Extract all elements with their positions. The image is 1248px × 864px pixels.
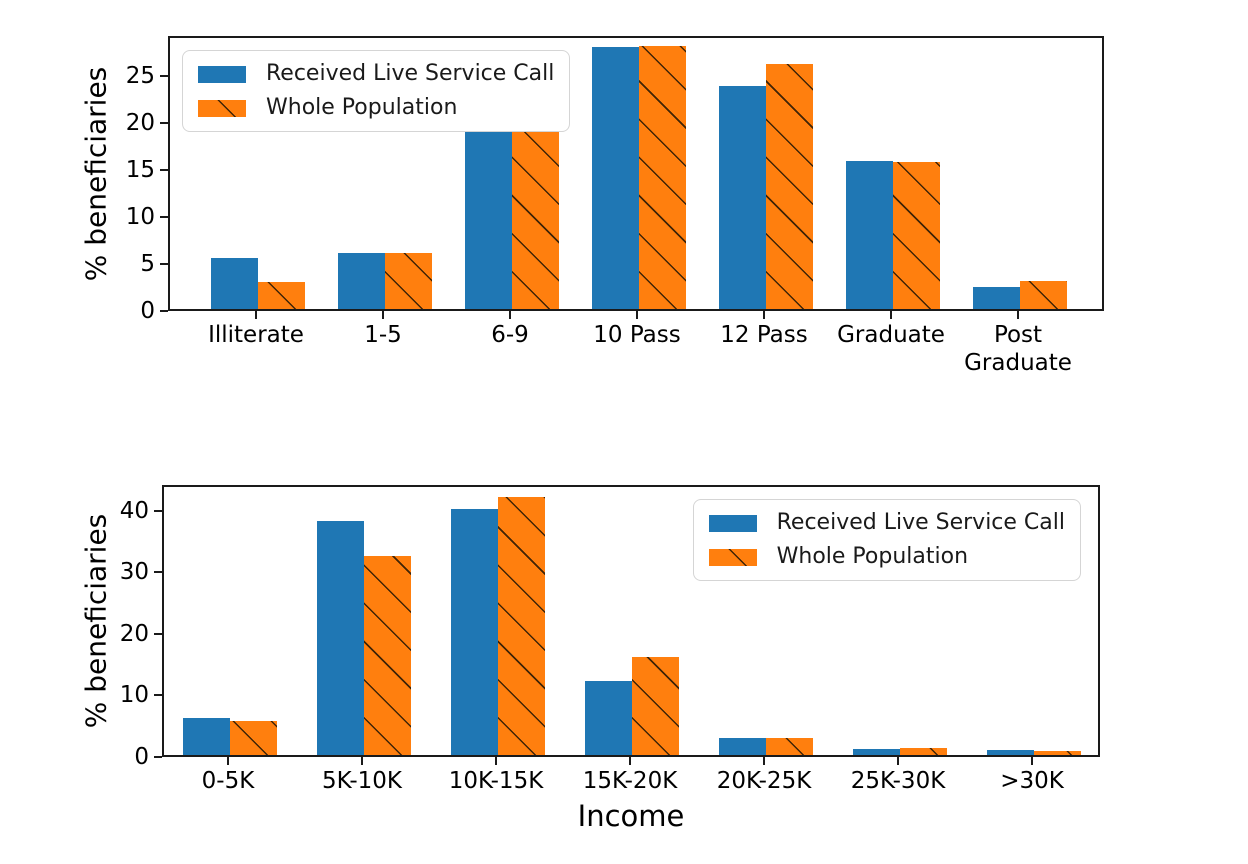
y-tick-label: 0 [134,744,149,770]
bar-rlsc-5 [853,748,900,755]
bar-wp-1 [385,252,432,309]
y-tick-label: 40 [119,497,149,524]
x-tick-label: 20K-25K [716,768,812,794]
legend: Received Live Service Call Whole Populati… [182,50,571,132]
x-tick-mark [890,311,892,319]
plot-area: Received Live Service Call Whole Populati… [168,36,1104,311]
bar-wp-3 [632,656,679,755]
x-tick-mark [763,311,765,319]
y-tick-mark [160,216,168,219]
bar-wp-1 [364,555,411,755]
y-tick-label: 0 [140,298,155,324]
legend: Received Live Service Call Whole Populati… [692,499,1081,581]
bar-rlsc-5 [846,160,893,309]
rlsc-legend-swatch [708,514,757,532]
bar-wp-3 [639,46,686,309]
x-axis-label: Income [577,799,685,833]
x-tick-mark [636,311,638,319]
bar-rlsc-1 [317,521,364,755]
bar-wp-4 [766,737,813,755]
y-tick-label: 20 [125,110,155,137]
y-tick-mark [160,263,168,266]
x-tick-label: Graduate [837,322,945,348]
y-tick-mark [160,75,168,78]
x-tick-mark [495,757,497,765]
x-tick-label: Illiterate [208,322,304,348]
x-tick-label: 25K-30K [850,768,946,794]
legend-item: Received Live Service Call [708,509,1065,537]
x-tick-mark [1017,311,1019,319]
legend-item: Received Live Service Call [198,60,554,88]
wp-legend-swatch [198,99,246,117]
x-tick-label: 10K-15K [448,768,544,794]
legend-label: Whole Population [776,544,969,569]
x-tick-mark [763,757,765,765]
bar-rlsc-4 [719,737,766,755]
bar-rlsc-1 [338,252,385,309]
y-tick-label: 5 [140,251,155,278]
x-tick-label: 15K-20K [582,768,678,794]
x-tick-label: 12 Pass [720,322,808,348]
x-tick-mark [629,757,631,765]
x-tick-label: 0-5K [201,768,255,794]
x-tick-label: 1-5 [364,322,402,348]
y-tick-label: 25 [125,63,155,90]
legend-label: Whole Population [266,95,458,120]
x-tick-label: 10 Pass [593,322,681,348]
x-tick-label: 6-9 [491,322,529,348]
x-tick-label: >30K [1000,768,1064,794]
bar-wp-6 [1020,280,1067,309]
x-tick-label: Post Graduate [964,322,1072,377]
x-tick-mark [361,757,363,765]
bar-wp-4 [766,64,813,309]
y-tick-mark [160,122,168,125]
wp-legend-swatch [708,548,757,566]
bar-wp-2 [512,131,559,309]
x-tick-mark [255,311,257,319]
y-tick-label: 10 [125,204,155,231]
legend-item: Whole Population [198,94,554,122]
plot-area: Received Live Service Call Whole Populati… [162,485,1100,757]
bar-wp-2 [498,496,545,755]
y-tick-label: 10 [119,682,149,709]
bar-wp-5 [900,747,947,755]
y-tick-label: 15 [125,157,155,184]
y-tick-label: 20 [119,620,149,647]
rlsc-legend-swatch [198,65,246,83]
x-tick-label: 5K-10K [322,768,402,794]
bar-rlsc-3 [585,681,632,755]
bar-wp-0 [230,720,277,755]
legend-item: Whole Population [708,543,1065,571]
bar-rlsc-3 [592,47,639,309]
legend-label: Received Live Service Call [266,61,555,86]
y-tick-label: 30 [119,559,149,586]
y-tick-mark [154,509,162,512]
x-tick-mark [509,311,511,319]
y-tick-mark [154,571,162,574]
bar-rlsc-0 [183,718,230,755]
y-tick-mark [160,169,168,172]
y-tick-mark [160,310,168,312]
bar-wp-0 [258,281,305,309]
y-tick-mark [154,632,162,635]
bar-wp-5 [893,161,940,309]
y-tick-mark [154,756,162,758]
bar-rlsc-2 [451,508,498,755]
x-tick-mark [227,757,229,765]
y-tick-mark [154,694,162,697]
x-tick-mark [382,311,384,319]
x-tick-mark [897,757,899,765]
bar-rlsc-6 [987,750,1034,755]
bar-rlsc-6 [973,286,1020,309]
bar-rlsc-4 [719,85,766,309]
legend-label: Received Live Service Call [776,510,1065,535]
bar-rlsc-2 [465,130,512,309]
bar-wp-6 [1034,751,1081,755]
x-tick-mark [1031,757,1033,765]
bar-rlsc-0 [211,258,258,309]
